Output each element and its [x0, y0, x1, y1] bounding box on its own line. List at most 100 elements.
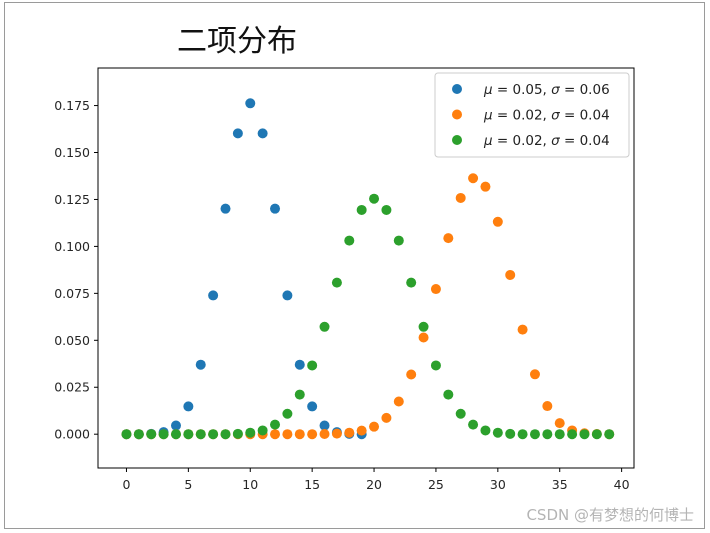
data-point	[480, 425, 491, 436]
data-point	[381, 204, 392, 215]
legend-label-part: = 0.02,	[493, 108, 552, 124]
x-tick-label: 15	[304, 477, 320, 492]
x-tick-label: 5	[184, 477, 192, 492]
data-point	[294, 389, 305, 400]
legend-label-part: = 0.02,	[493, 133, 552, 149]
data-point	[567, 429, 578, 440]
data-point	[505, 428, 516, 439]
x-tick-label: 25	[428, 477, 444, 492]
data-point	[270, 429, 281, 440]
series-3-points	[121, 193, 615, 440]
data-point	[319, 429, 330, 440]
x-tick-label: 0	[122, 477, 130, 492]
data-point	[579, 429, 590, 440]
data-point	[331, 277, 342, 288]
legend-label-part: μ	[483, 108, 493, 124]
legend-entry-3: μ = 0.02, σ = 0.04	[452, 133, 610, 149]
data-point	[554, 418, 565, 429]
data-point	[220, 203, 231, 214]
x-tick-label: 30	[490, 477, 506, 492]
data-point	[146, 429, 157, 440]
data-point	[232, 428, 243, 439]
data-point	[170, 420, 181, 431]
data-point	[418, 332, 429, 343]
legend: μ = 0.05, σ = 0.06μ = 0.02, σ = 0.04μ = …	[434, 72, 630, 158]
data-point	[406, 277, 417, 288]
data-point	[307, 360, 318, 371]
data-point	[282, 429, 293, 440]
data-point	[232, 128, 243, 139]
y-axis: 0.000 0.025 0.050 0.075 0.100 0.125 0.150 0.175	[54, 98, 98, 442]
legend-label-part: σ	[551, 133, 560, 149]
data-point	[492, 216, 503, 227]
data-point	[455, 192, 466, 203]
x-tick-label: 10	[242, 477, 258, 492]
legend-label: μ = 0.05, σ = 0.06	[483, 82, 610, 98]
data-point	[505, 269, 516, 280]
watermark-text: CSDN @有梦想的何博士	[526, 506, 694, 524]
legend-label-part: = 0.05,	[493, 82, 552, 98]
data-point	[344, 427, 355, 438]
data-point	[529, 369, 540, 380]
data-point	[393, 396, 404, 407]
data-point	[307, 401, 318, 412]
data-point	[282, 290, 293, 301]
data-point	[604, 429, 615, 440]
legend-box	[434, 72, 630, 158]
data-point	[195, 429, 206, 440]
legend-marker	[452, 84, 462, 94]
data-point	[492, 427, 503, 438]
legend-label-part: = 0.06	[560, 82, 610, 98]
data-point	[183, 429, 194, 440]
legend-marker	[452, 109, 462, 120]
data-point	[468, 419, 479, 430]
data-point	[294, 359, 305, 370]
data-point	[270, 419, 281, 430]
legend-entry-2: μ = 0.02, σ = 0.04	[452, 108, 610, 124]
legend-entry-1: μ = 0.05, σ = 0.06	[452, 82, 610, 98]
legend-label-part: μ	[483, 133, 493, 149]
data-point	[282, 408, 293, 419]
data-point	[344, 235, 355, 246]
data-point	[133, 429, 144, 440]
legend-label: μ = 0.02, σ = 0.04	[483, 133, 610, 149]
y-tick-label: 0.125	[54, 192, 90, 207]
data-point	[455, 408, 466, 419]
legend-label-part: μ	[483, 82, 493, 98]
y-tick-label: 0.025	[54, 380, 90, 395]
legend-label-part: σ	[551, 82, 560, 98]
data-point	[542, 401, 553, 412]
data-point	[208, 290, 219, 301]
legend-label-part: σ	[551, 108, 560, 124]
data-point	[369, 421, 380, 432]
data-point	[257, 425, 268, 436]
data-point	[554, 429, 565, 440]
x-tick-label: 20	[366, 477, 382, 492]
data-point	[542, 429, 553, 440]
data-point	[381, 412, 392, 423]
y-tick-label: 0.075	[54, 286, 90, 301]
data-point	[356, 204, 367, 215]
data-point	[480, 181, 491, 192]
data-point	[294, 429, 305, 440]
y-tick-label: 0.050	[54, 333, 90, 348]
legend-label-part: = 0.04	[560, 133, 610, 149]
data-point	[319, 420, 330, 431]
x-tick-label: 35	[552, 477, 568, 492]
legend-marker	[452, 135, 462, 145]
y-tick-label: 0.000	[54, 427, 90, 442]
data-point	[319, 321, 330, 332]
data-point	[183, 401, 194, 412]
x-axis: 0 5 10 15 20 25 30 35 40	[122, 468, 630, 492]
data-point	[170, 429, 181, 440]
data-point	[430, 360, 441, 371]
data-point	[245, 427, 256, 438]
y-tick-label: 0.175	[54, 98, 90, 113]
data-point	[307, 429, 318, 440]
data-points	[121, 98, 615, 440]
y-tick-label: 0.150	[54, 145, 90, 160]
data-point	[270, 203, 281, 214]
data-point	[331, 428, 342, 439]
data-point	[517, 429, 528, 440]
data-point	[406, 369, 417, 380]
